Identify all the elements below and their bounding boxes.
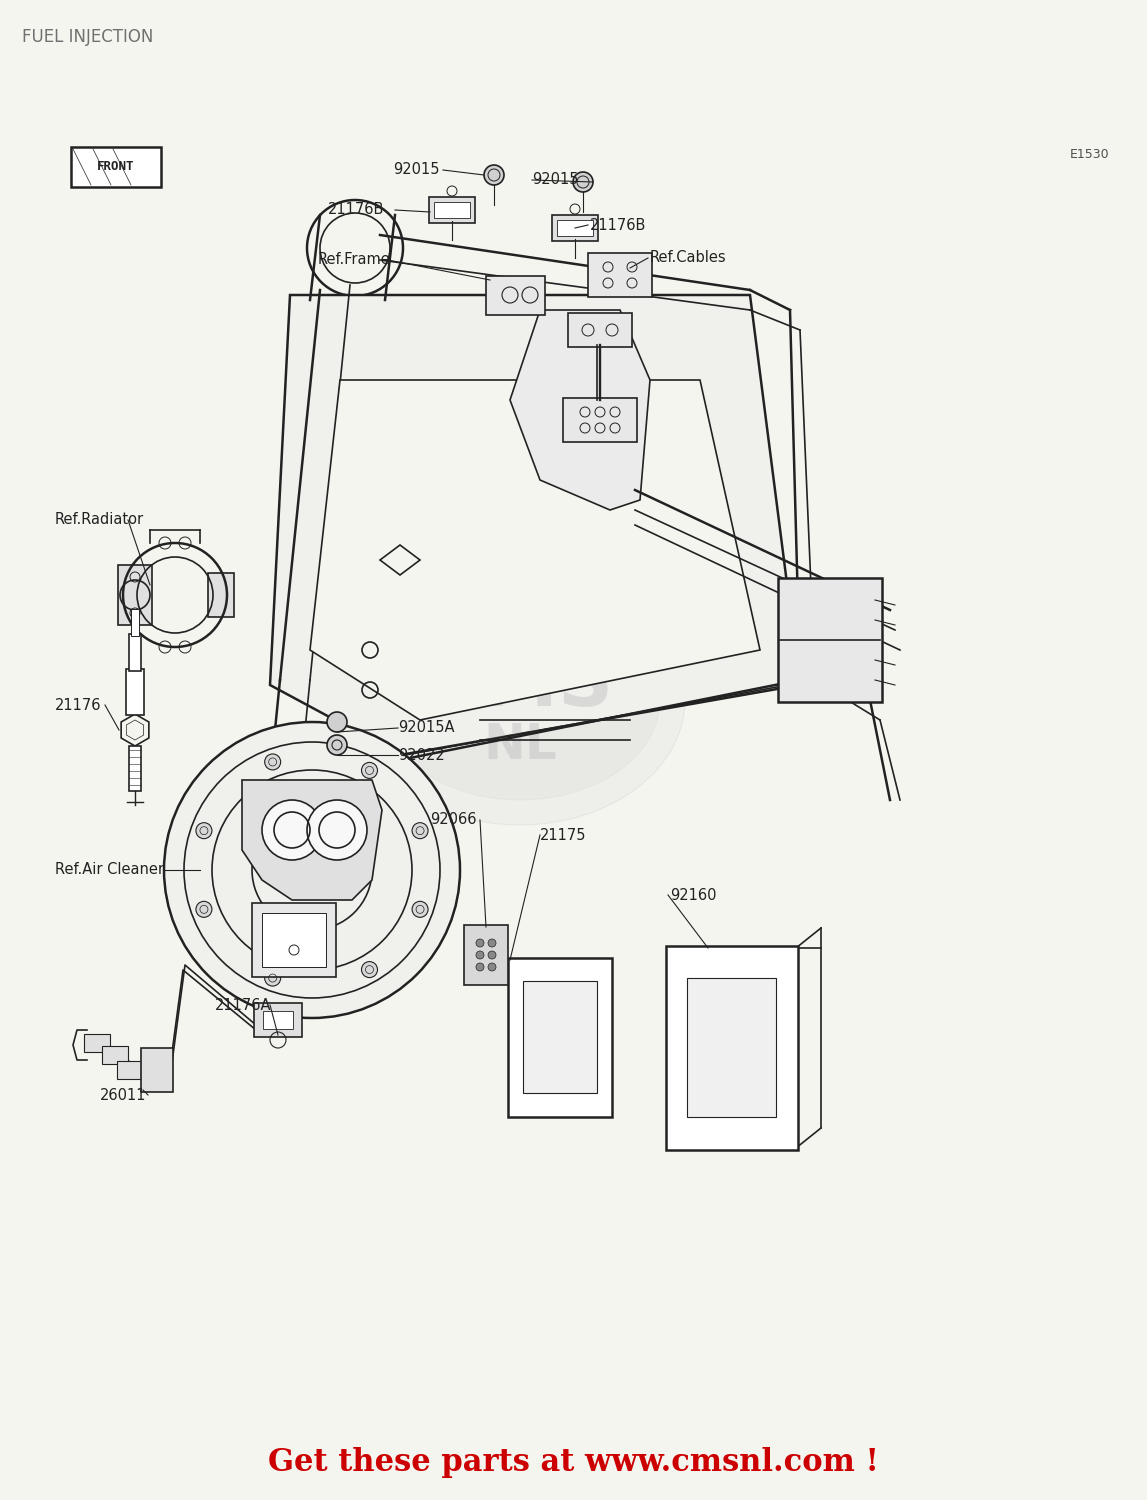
Polygon shape (270, 296, 799, 754)
Circle shape (307, 800, 367, 859)
Text: 92066: 92066 (430, 813, 476, 828)
FancyBboxPatch shape (687, 978, 777, 1118)
Circle shape (164, 722, 460, 1019)
FancyBboxPatch shape (563, 398, 637, 442)
FancyBboxPatch shape (465, 926, 508, 986)
Text: 21176A: 21176A (214, 998, 272, 1012)
FancyBboxPatch shape (131, 609, 139, 636)
Text: 92160: 92160 (670, 888, 717, 903)
Circle shape (327, 735, 348, 754)
Circle shape (476, 939, 484, 946)
FancyBboxPatch shape (102, 1046, 128, 1064)
Text: 21175: 21175 (540, 828, 586, 843)
Circle shape (412, 902, 428, 918)
Circle shape (412, 822, 428, 839)
Text: NL: NL (483, 722, 557, 770)
Text: CMS: CMS (427, 648, 614, 722)
Text: Get these parts at www.cmsnl.com !: Get these parts at www.cmsnl.com ! (267, 1446, 879, 1478)
FancyBboxPatch shape (263, 1011, 292, 1029)
Text: 26011: 26011 (100, 1088, 147, 1102)
Text: 92015: 92015 (532, 172, 578, 188)
Circle shape (262, 800, 322, 859)
Text: 92022: 92022 (398, 747, 445, 762)
Ellipse shape (356, 574, 685, 825)
Circle shape (487, 939, 496, 946)
FancyBboxPatch shape (141, 1048, 173, 1092)
Circle shape (196, 822, 212, 839)
FancyBboxPatch shape (84, 1034, 110, 1052)
FancyBboxPatch shape (434, 202, 470, 217)
Circle shape (487, 963, 496, 970)
Text: Ref.Radiator: Ref.Radiator (55, 513, 145, 528)
Polygon shape (242, 780, 382, 900)
Circle shape (265, 754, 281, 770)
Ellipse shape (380, 600, 660, 800)
Text: 21176B: 21176B (328, 202, 384, 217)
FancyBboxPatch shape (523, 981, 596, 1094)
FancyBboxPatch shape (778, 578, 882, 702)
FancyBboxPatch shape (486, 276, 545, 315)
Circle shape (361, 962, 377, 978)
FancyBboxPatch shape (508, 958, 612, 1118)
FancyBboxPatch shape (429, 196, 475, 223)
Text: Ref.Air Cleaner: Ref.Air Cleaner (55, 862, 164, 877)
Text: Ref.Cables: Ref.Cables (650, 251, 727, 266)
FancyBboxPatch shape (126, 669, 145, 716)
Text: FUEL INJECTION: FUEL INJECTION (22, 28, 154, 46)
FancyBboxPatch shape (117, 1060, 143, 1078)
FancyBboxPatch shape (71, 147, 161, 188)
FancyBboxPatch shape (253, 1004, 302, 1036)
Text: 21176: 21176 (55, 698, 101, 712)
Polygon shape (310, 380, 760, 720)
FancyBboxPatch shape (128, 634, 141, 670)
Circle shape (487, 951, 496, 958)
Text: 92015: 92015 (393, 162, 439, 177)
FancyBboxPatch shape (262, 914, 326, 968)
Circle shape (265, 970, 281, 986)
Circle shape (361, 762, 377, 778)
Circle shape (484, 165, 504, 184)
Circle shape (476, 963, 484, 970)
FancyBboxPatch shape (588, 254, 651, 297)
FancyBboxPatch shape (252, 903, 336, 977)
Text: 92015A: 92015A (398, 720, 454, 735)
FancyBboxPatch shape (666, 946, 798, 1150)
Text: Ref.Frame: Ref.Frame (318, 252, 391, 267)
Circle shape (327, 712, 348, 732)
Text: E1530: E1530 (1070, 148, 1109, 160)
Circle shape (574, 172, 593, 192)
FancyBboxPatch shape (118, 566, 153, 626)
FancyBboxPatch shape (557, 220, 593, 236)
FancyBboxPatch shape (128, 746, 141, 790)
Circle shape (476, 951, 484, 958)
Text: 21176B: 21176B (590, 217, 647, 232)
FancyBboxPatch shape (552, 214, 598, 242)
Polygon shape (510, 310, 650, 510)
Text: FRONT: FRONT (97, 160, 134, 174)
Circle shape (196, 902, 212, 918)
FancyBboxPatch shape (208, 573, 234, 616)
FancyBboxPatch shape (568, 314, 632, 346)
